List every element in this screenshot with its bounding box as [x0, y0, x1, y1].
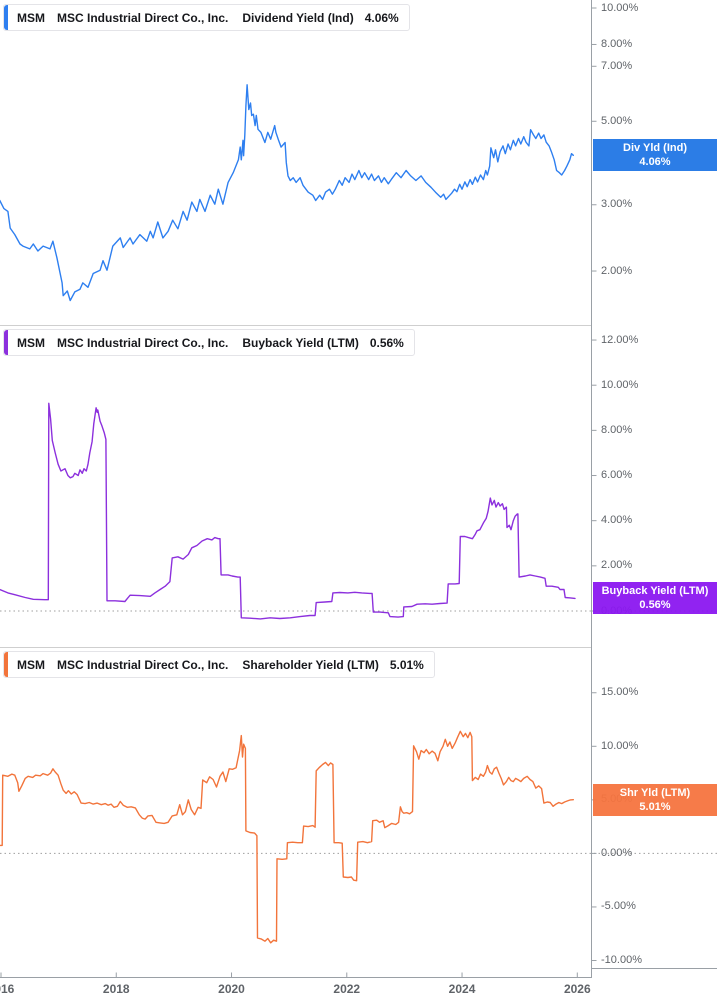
panel-header-dividend-yield: MSM MSC Industrial Direct Co., Inc. Divi…: [3, 4, 410, 31]
metric-name: Buyback Yield (LTM): [242, 335, 359, 350]
company-name: MSC Industrial Direct Co., Inc.: [57, 10, 229, 25]
y-tick-label: 2.00%: [601, 559, 633, 572]
x-tick-label: 2020: [218, 982, 245, 996]
x-tick-label: 2024: [448, 982, 476, 996]
y-tick-label: 0.00%: [601, 846, 633, 859]
y-tick-label: 12.00%: [601, 333, 639, 346]
y-tick-label: 10.00%: [601, 378, 639, 391]
y-tick-label: -5.00%: [601, 900, 636, 913]
last-value-label-buyback-yield: Buyback Yield (LTM) 0.56%: [593, 582, 717, 615]
y-tick-label: 6.00%: [601, 469, 633, 482]
series-line-1: [0, 402, 576, 620]
y-tick-label: 3.00%: [601, 198, 633, 211]
y-tick-label: 15.00%: [601, 686, 639, 699]
metric-name: Shareholder Yield (LTM): [242, 657, 379, 672]
metric-value: 4.06%: [364, 10, 399, 25]
ticker-symbol: MSM: [17, 335, 45, 350]
legend-color-bar-orange: [4, 652, 8, 677]
legend-color-bar-blue: [4, 5, 8, 30]
y-tick-label: 10.00%: [601, 1, 639, 14]
x-tick-label: 2022: [333, 982, 361, 996]
y-tick-label: 7.00%: [601, 59, 633, 72]
value-label-title: Div Yld (Ind): [623, 142, 687, 155]
company-name: MSC Industrial Direct Co., Inc.: [57, 335, 229, 350]
value-label-number: 0.56%: [639, 599, 671, 612]
value-label-title: Buyback Yield (LTM): [601, 585, 709, 598]
metric-name: Dividend Yield (Ind): [242, 10, 354, 25]
value-label-title: Shr Yld (LTM): [619, 786, 691, 799]
y-tick-label: 4.00%: [601, 514, 633, 527]
legend-color-bar-purple: [4, 330, 8, 355]
x-tick-label: 2016: [0, 982, 15, 996]
y-tick-label: 2.00%: [601, 264, 633, 277]
metric-value: 0.56%: [369, 335, 404, 350]
panel-header-buyback-yield: MSM MSC Industrial Direct Co., Inc. Buyb…: [3, 329, 415, 356]
ticker-symbol: MSM: [17, 10, 45, 25]
x-tick-label: 2026: [563, 982, 591, 996]
value-label-number: 5.01%: [639, 800, 671, 813]
last-value-label-shr-yld: Shr Yld (LTM) 5.01%: [593, 783, 717, 816]
value-label-number: 4.06%: [639, 156, 671, 169]
y-tick-label: -10.00%: [601, 954, 642, 966]
panel-header-shareholder-yield: MSM MSC Industrial Direct Co., Inc. Shar…: [3, 651, 435, 678]
x-tick-label: 2018: [102, 982, 130, 996]
y-tick-label: 5.00%: [601, 114, 633, 127]
y-tick-label: 10.00%: [601, 739, 639, 752]
y-tick-label: 8.00%: [601, 37, 633, 50]
series-line-0: [0, 84, 574, 302]
metric-value: 5.01%: [389, 657, 424, 672]
ticker-symbol: MSM: [17, 657, 45, 672]
y-tick-label: 8.00%: [601, 423, 633, 436]
series-line-2: [0, 730, 574, 944]
last-value-label-div-yld: Div Yld (Ind) 4.06%: [593, 139, 717, 172]
company-name: MSC Industrial Direct Co., Inc.: [57, 657, 229, 672]
